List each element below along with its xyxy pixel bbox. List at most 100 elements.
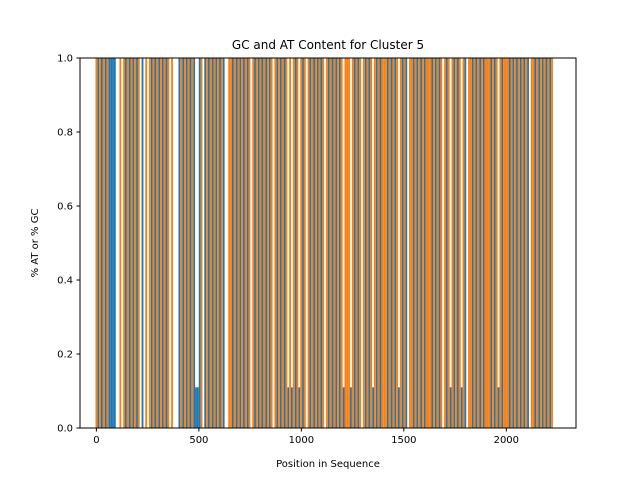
x-tick-label-0: 0	[93, 435, 99, 446]
bar-blue-75	[423, 58, 426, 428]
bar-blue-101	[541, 58, 544, 428]
bar-blue-97	[523, 58, 526, 428]
bar-blue-92	[501, 58, 504, 428]
bar-orange-34	[248, 58, 251, 428]
bar-orange-102	[486, 58, 489, 428]
bar-blue-63	[372, 387, 375, 428]
bar-blue-62	[368, 58, 371, 428]
bar-orange-47	[296, 58, 299, 428]
bar-orange-36	[255, 58, 258, 428]
bar-blue-95	[516, 58, 518, 428]
bar-orange-55	[326, 58, 328, 428]
axes-frame	[79, 57, 577, 429]
bar-blue-49	[309, 58, 312, 428]
bar-blue-0	[97, 58, 100, 428]
bar-orange-71	[381, 58, 384, 428]
bar-orange-62	[348, 58, 351, 428]
bar-blue-34	[243, 58, 245, 428]
bar-blue-77	[434, 58, 437, 428]
bar-orange-107	[503, 58, 505, 428]
bar-orange-14	[160, 58, 162, 428]
bar-blue-76	[431, 58, 434, 428]
bar-orange-31	[237, 58, 240, 428]
bar-blue-87	[479, 58, 481, 428]
bar-blue-35	[246, 58, 249, 428]
bar-orange-92	[451, 58, 454, 428]
bar-blue-9	[132, 58, 135, 428]
bar-blue-1	[101, 58, 103, 428]
bar-orange-88	[436, 58, 439, 428]
bar-orange-90	[444, 58, 446, 428]
bar-blue-102	[545, 58, 548, 428]
bar-blue-19	[185, 58, 188, 428]
bar-orange-48	[300, 58, 303, 428]
bar-orange-42	[278, 58, 280, 428]
bar-orange-1	[99, 58, 101, 428]
bar-blue-32	[235, 58, 238, 428]
bar-orange-103	[488, 58, 491, 428]
bar-orange-80	[410, 58, 413, 428]
bar-blue-36	[254, 58, 256, 428]
bar-orange-93	[455, 58, 458, 428]
bar-orange-83	[421, 58, 424, 428]
bar-blue-82	[457, 58, 459, 428]
bar-blue-30	[222, 58, 225, 428]
bar-orange-75	[392, 58, 395, 428]
bar-orange-29	[230, 58, 232, 428]
bar-orange-15	[163, 58, 166, 428]
bar-orange-10	[145, 58, 148, 428]
bar-orange-73	[385, 58, 387, 428]
bar-blue-6	[113, 58, 116, 428]
bar-blue-44	[287, 387, 290, 428]
bar-blue-21	[193, 58, 196, 428]
bar-orange-76	[396, 58, 398, 428]
bar-blue-51	[316, 58, 319, 428]
bar-orange-45	[289, 58, 291, 428]
bar-orange-84	[425, 58, 428, 428]
y-axis-label: % AT or % GC	[30, 209, 41, 278]
bar-orange-118	[540, 58, 542, 428]
bar-blue-7	[124, 58, 127, 428]
bar-orange-22	[200, 58, 203, 428]
bar-blue-26	[208, 58, 210, 428]
bar-blue-42	[279, 58, 282, 428]
bar-orange-104	[492, 58, 494, 428]
bar-orange-11	[148, 58, 151, 428]
bar-blue-41	[276, 58, 279, 428]
bar-orange-54	[322, 58, 325, 428]
bar-blue-17	[178, 58, 181, 428]
bar-blue-78	[438, 58, 441, 428]
bar-orange-81	[414, 58, 417, 428]
bar-orange-46	[292, 58, 295, 428]
bar-blue-94	[512, 58, 515, 428]
bar-orange-27	[220, 58, 223, 428]
bar-orange-100	[481, 58, 483, 428]
bar-blue-80	[449, 387, 452, 428]
bar-blue-73	[416, 58, 419, 428]
bar-blue-100	[538, 58, 541, 428]
bar-orange-4	[119, 58, 122, 428]
bar-orange-89	[440, 58, 443, 428]
bar-blue-57	[342, 387, 345, 428]
y-tick-label-4: 0.8	[57, 128, 73, 139]
bar-orange-25	[213, 58, 216, 428]
bar-orange-109	[506, 58, 509, 428]
bar-orange-24	[209, 58, 212, 428]
bar-blue-53	[327, 58, 330, 428]
bar-blue-58	[350, 387, 352, 428]
bar-orange-96	[468, 58, 470, 428]
bar-orange-35	[252, 58, 255, 428]
bar-orange-13	[156, 58, 159, 428]
bar-orange-114	[525, 58, 528, 428]
bar-orange-113	[521, 58, 524, 428]
bar-blue-89	[490, 58, 493, 428]
bar-orange-9	[137, 58, 140, 428]
bar-orange-65	[359, 58, 362, 428]
bar-blue-69	[397, 387, 400, 428]
bar-blue-59	[353, 58, 356, 428]
bar-blue-14	[158, 58, 161, 428]
bar-blue-64	[375, 58, 378, 428]
bar-orange-74	[388, 58, 391, 428]
